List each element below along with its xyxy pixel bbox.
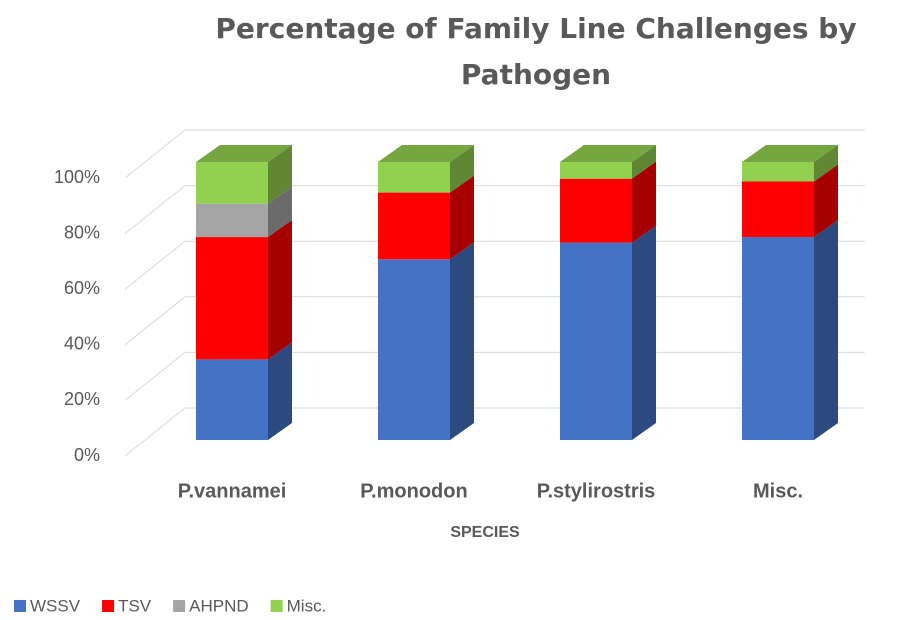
bar-segment-side xyxy=(632,145,656,179)
bar-segment-side xyxy=(268,220,292,360)
bar-segment-side xyxy=(450,145,474,193)
bar-segment xyxy=(560,242,632,440)
x-tick-label: Misc. xyxy=(753,480,803,502)
bar-top xyxy=(560,145,656,162)
legend-swatch xyxy=(102,600,115,612)
bar-segment xyxy=(196,359,268,440)
legend-label: Misc. xyxy=(287,596,327,615)
bar-segment xyxy=(196,237,268,360)
bar-segment-side xyxy=(268,145,292,204)
bar-top xyxy=(378,145,474,162)
bar-top xyxy=(742,145,838,162)
y-tick-label: 0% xyxy=(74,445,100,465)
y-tick-label: 100% xyxy=(54,167,100,187)
bar-segment xyxy=(560,178,632,243)
bar-segment-side xyxy=(814,220,838,440)
legend-label: AHPND xyxy=(189,596,249,615)
y-tick-label: 80% xyxy=(64,222,100,242)
bar-segment xyxy=(378,192,450,260)
legend-swatch xyxy=(14,600,26,612)
bar-segment xyxy=(742,237,814,440)
x-axis-title: SPECIES xyxy=(450,524,520,541)
bar-segment xyxy=(196,162,268,204)
bar-segment-side xyxy=(632,161,656,243)
bar-segment-side xyxy=(814,164,838,238)
bar-segment xyxy=(378,162,450,193)
bar-segment xyxy=(742,181,814,238)
x-tick-label: P.vannamei xyxy=(178,480,287,502)
bar-segment-side xyxy=(814,145,838,182)
x-tick-label: P.stylirostris xyxy=(537,480,656,502)
chart-title: Percentage of Family Line Challenges by … xyxy=(215,12,857,91)
bar-segment-side xyxy=(268,186,292,238)
y-tick-label: 40% xyxy=(64,334,100,354)
x-tick-label: P.monodon xyxy=(360,480,467,502)
bar-segment xyxy=(560,162,632,179)
bar-segment-side xyxy=(632,225,656,440)
bar-segment-side xyxy=(450,242,474,440)
bar-segment xyxy=(378,259,450,440)
legend-swatch xyxy=(173,600,186,612)
bar-segment-side xyxy=(268,342,292,440)
bar-segment-side xyxy=(450,175,474,260)
bar-top xyxy=(196,145,292,162)
legend-swatch xyxy=(270,600,283,612)
legend-label: WSSV xyxy=(30,596,81,615)
y-tick-label: 20% xyxy=(64,389,100,409)
y-tick-label: 60% xyxy=(64,278,100,298)
bar-segment xyxy=(742,162,814,182)
grid-line xyxy=(124,129,865,179)
legend-label: TSV xyxy=(118,596,152,615)
bar-segment xyxy=(196,203,268,238)
